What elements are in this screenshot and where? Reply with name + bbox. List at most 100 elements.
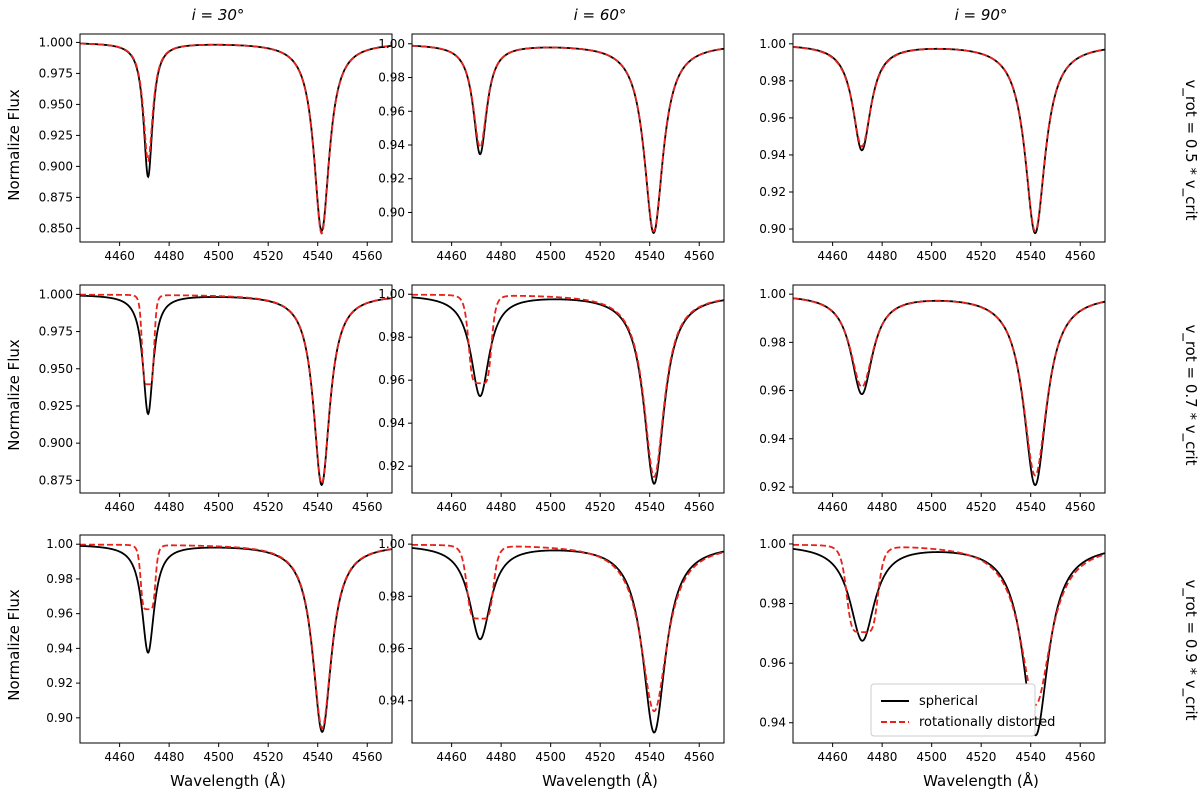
y-axis-title: Normalize Flux — [5, 339, 23, 451]
row-labels: v_rot = 0.5 * v_crit v_rot = 0.7 * v_cri… — [1181, 79, 1200, 720]
panel: 4460 4480 4500 4520 4540 4560 0.90 0.92 0.94 0.96… — [759, 33, 1106, 263]
x-tick-label: 4480 — [867, 750, 898, 764]
plot-frame — [792, 33, 1106, 243]
plot-frame — [411, 534, 725, 744]
y-tick-label: 0.98 — [759, 597, 786, 611]
panel: 4460 4480 4500 4520 4540 4560 0.92 0.94 0.96 0.98… — [378, 284, 725, 514]
y-tick-label: 1.00 — [378, 287, 405, 301]
x-tick-label: 4480 — [154, 249, 185, 263]
panel: 4460 4480 4500 4520 4540 4560 0.90 0.92 0.94 0.96… — [378, 33, 725, 263]
y-tick-label: 0.92 — [46, 676, 73, 690]
x-tick-label: 4460 — [104, 500, 135, 514]
row-label: v_rot = 0.5 * v_crit — [1181, 79, 1200, 220]
y-tick-label: 0.900 — [39, 436, 73, 450]
plot-frame — [79, 284, 393, 494]
x-tick-label: 4500 — [916, 750, 947, 764]
series-distorted-line — [80, 543, 392, 730]
y-tick-label: 0.975 — [39, 325, 73, 339]
x-tick-label: 4560 — [684, 249, 715, 263]
x-tick-label: 4560 — [684, 750, 715, 764]
y-tick-label: 0.96 — [46, 607, 73, 621]
x-tick-label: 4540 — [302, 750, 333, 764]
y-tick-label: 0.98 — [378, 589, 405, 603]
series-distorted-line — [793, 543, 1105, 706]
x-tick-label: 4540 — [1015, 500, 1046, 514]
series-spherical-line — [412, 44, 724, 234]
x-tick-label: 4480 — [154, 500, 185, 514]
x-tick-label: 4540 — [1015, 249, 1046, 263]
series-spherical-line — [412, 547, 724, 734]
y-tick-label: 0.94 — [759, 432, 786, 446]
y-tick-label: 0.92 — [759, 185, 786, 199]
x-tick-label: 4520 — [966, 249, 997, 263]
series-spherical-line — [80, 544, 392, 733]
y-tick-label: 0.92 — [759, 480, 786, 494]
y-axis-title: Normalize Flux — [5, 589, 23, 701]
x-tick-label: 4500 — [203, 249, 234, 263]
column-title: i = 90° — [955, 6, 1008, 24]
y-tick-label: 1.00 — [378, 537, 405, 551]
y-tick-label: 1.00 — [759, 287, 786, 301]
x-tick-label: 4560 — [1065, 500, 1096, 514]
x-tick-label: 4520 — [966, 500, 997, 514]
x-tick-label: 4540 — [1015, 750, 1046, 764]
series-distorted-line — [412, 44, 724, 233]
y-tick-label: 0.925 — [39, 128, 73, 142]
y-tick-label: 0.92 — [378, 172, 405, 186]
x-tick-label: 4500 — [535, 249, 566, 263]
series-spherical-line — [80, 294, 392, 487]
panel: 4460 4480 4500 4520 4540 4560 0.94 0.96 0.98 1.00 — [759, 534, 1106, 764]
row-label: v_rot = 0.9 * v_crit — [1181, 579, 1200, 720]
x-tick-label: 4520 — [585, 750, 616, 764]
y-tick-label: 0.98 — [759, 335, 786, 349]
x-tick-label: 4520 — [585, 249, 616, 263]
y-tick-label: 0.90 — [759, 222, 786, 236]
x-tick-label: 4560 — [352, 249, 383, 263]
y-tick-label: 1.00 — [759, 537, 786, 551]
y-tick-label: 0.900 — [39, 159, 73, 173]
y-tick-label: 0.850 — [39, 221, 73, 235]
y-tick-label: 0.925 — [39, 399, 73, 413]
x-tick-label: 4480 — [867, 500, 898, 514]
y-tick-label: 0.94 — [46, 641, 73, 655]
x-tick-label: 4480 — [486, 249, 517, 263]
panel: 4460 4480 4500 4520 4540 4560 0.850 0.875 0.900 0… — [39, 33, 393, 263]
y-axis-title: Normalize Flux — [5, 89, 23, 201]
x-tick-label: 4460 — [817, 750, 848, 764]
x-tick-label: 4540 — [302, 249, 333, 263]
x-tick-label: 4460 — [817, 249, 848, 263]
y-tick-label: 0.98 — [759, 74, 786, 88]
y-tick-label: 0.92 — [378, 459, 405, 473]
plot-frame — [792, 284, 1106, 494]
series-spherical-line — [793, 297, 1105, 487]
x-tick-label: 4480 — [867, 249, 898, 263]
x-tick-label: 4520 — [966, 750, 997, 764]
y-tick-label: 0.950 — [39, 97, 73, 111]
y-tick-label: 1.00 — [378, 37, 405, 51]
panel: 4460 4480 4500 4520 4540 4560 0.92 0.94 0.96 0.98… — [759, 284, 1106, 514]
plot-frame — [411, 284, 725, 494]
y-tick-label: 0.96 — [378, 373, 405, 387]
series-distorted-line — [793, 297, 1105, 477]
y-tick-label: 0.94 — [378, 138, 405, 152]
y-tick-label: 0.96 — [759, 384, 786, 398]
x-tick-label: 4540 — [634, 500, 665, 514]
x-tick-label: 4560 — [352, 500, 383, 514]
y-tick-label: 0.96 — [759, 111, 786, 125]
x-axis-title: Wavelength (Å) — [542, 771, 658, 790]
x-tick-label: 4500 — [203, 750, 234, 764]
y-tick-label: 0.98 — [378, 330, 405, 344]
series-distorted-line — [412, 293, 724, 478]
x-tick-label: 4560 — [352, 750, 383, 764]
legend-frame — [870, 683, 1036, 737]
y-tick-label: 0.975 — [39, 66, 73, 80]
panel: 4460 4480 4500 4520 4540 4560 0.90 0.92 0.94 0.96… — [46, 534, 393, 764]
x-tick-label: 4460 — [436, 249, 467, 263]
series-spherical-line — [412, 296, 724, 485]
panels-group: 4460 4480 4500 4520 4540 4560 0.850 0.875 0.900 0… — [39, 33, 1106, 764]
y-tick-label: 1.00 — [759, 37, 786, 51]
series-distorted-line — [793, 46, 1105, 233]
x-tick-label: 4540 — [634, 750, 665, 764]
row-label: v_rot = 0.7 * v_crit — [1181, 324, 1200, 465]
legend: spherical rotationally distorted — [870, 683, 1055, 737]
